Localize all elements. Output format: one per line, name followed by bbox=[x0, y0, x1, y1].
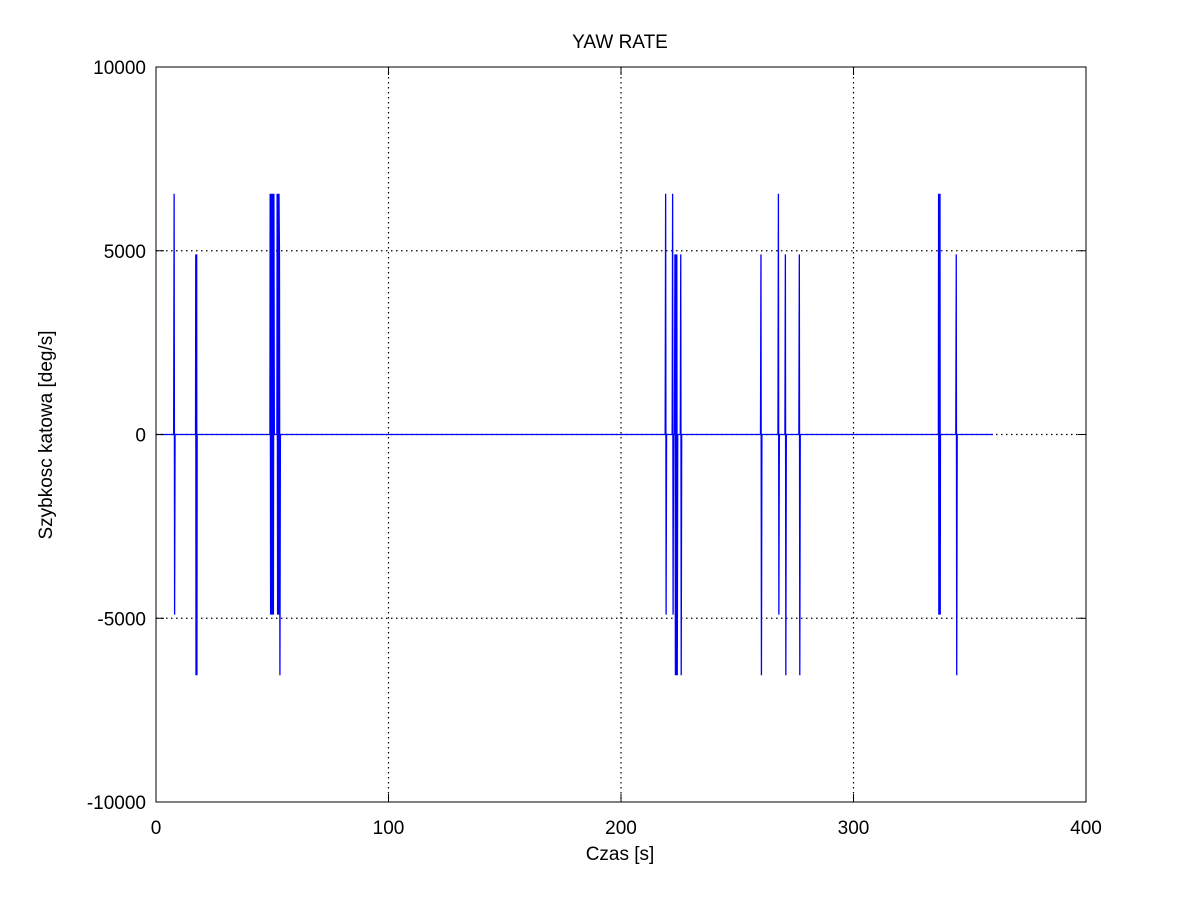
series-line bbox=[156, 193, 993, 676]
y-tick-label: 10000 bbox=[93, 58, 146, 79]
chart-title: YAW RATE bbox=[572, 32, 668, 53]
y-tick-label: 0 bbox=[135, 426, 146, 447]
y-axis-label: Szybkosc katowa [deg/s] bbox=[36, 330, 57, 539]
x-tick-label: 400 bbox=[1070, 818, 1102, 839]
tick-layer: 0 100 200 300 400 -10000 -5000 0 5000 10000 bbox=[87, 58, 1102, 839]
y-tick-label: 5000 bbox=[104, 242, 146, 263]
y-tick-label: -10000 bbox=[87, 793, 146, 814]
x-tick-label: 0 bbox=[151, 818, 162, 839]
series-layer bbox=[156, 193, 993, 676]
x-tick-label: 200 bbox=[605, 818, 637, 839]
x-axis-label: Czas [s] bbox=[586, 844, 655, 865]
x-tick-label: 300 bbox=[838, 818, 870, 839]
y-tick-label: -5000 bbox=[97, 609, 146, 630]
x-tick-label: 100 bbox=[373, 818, 405, 839]
